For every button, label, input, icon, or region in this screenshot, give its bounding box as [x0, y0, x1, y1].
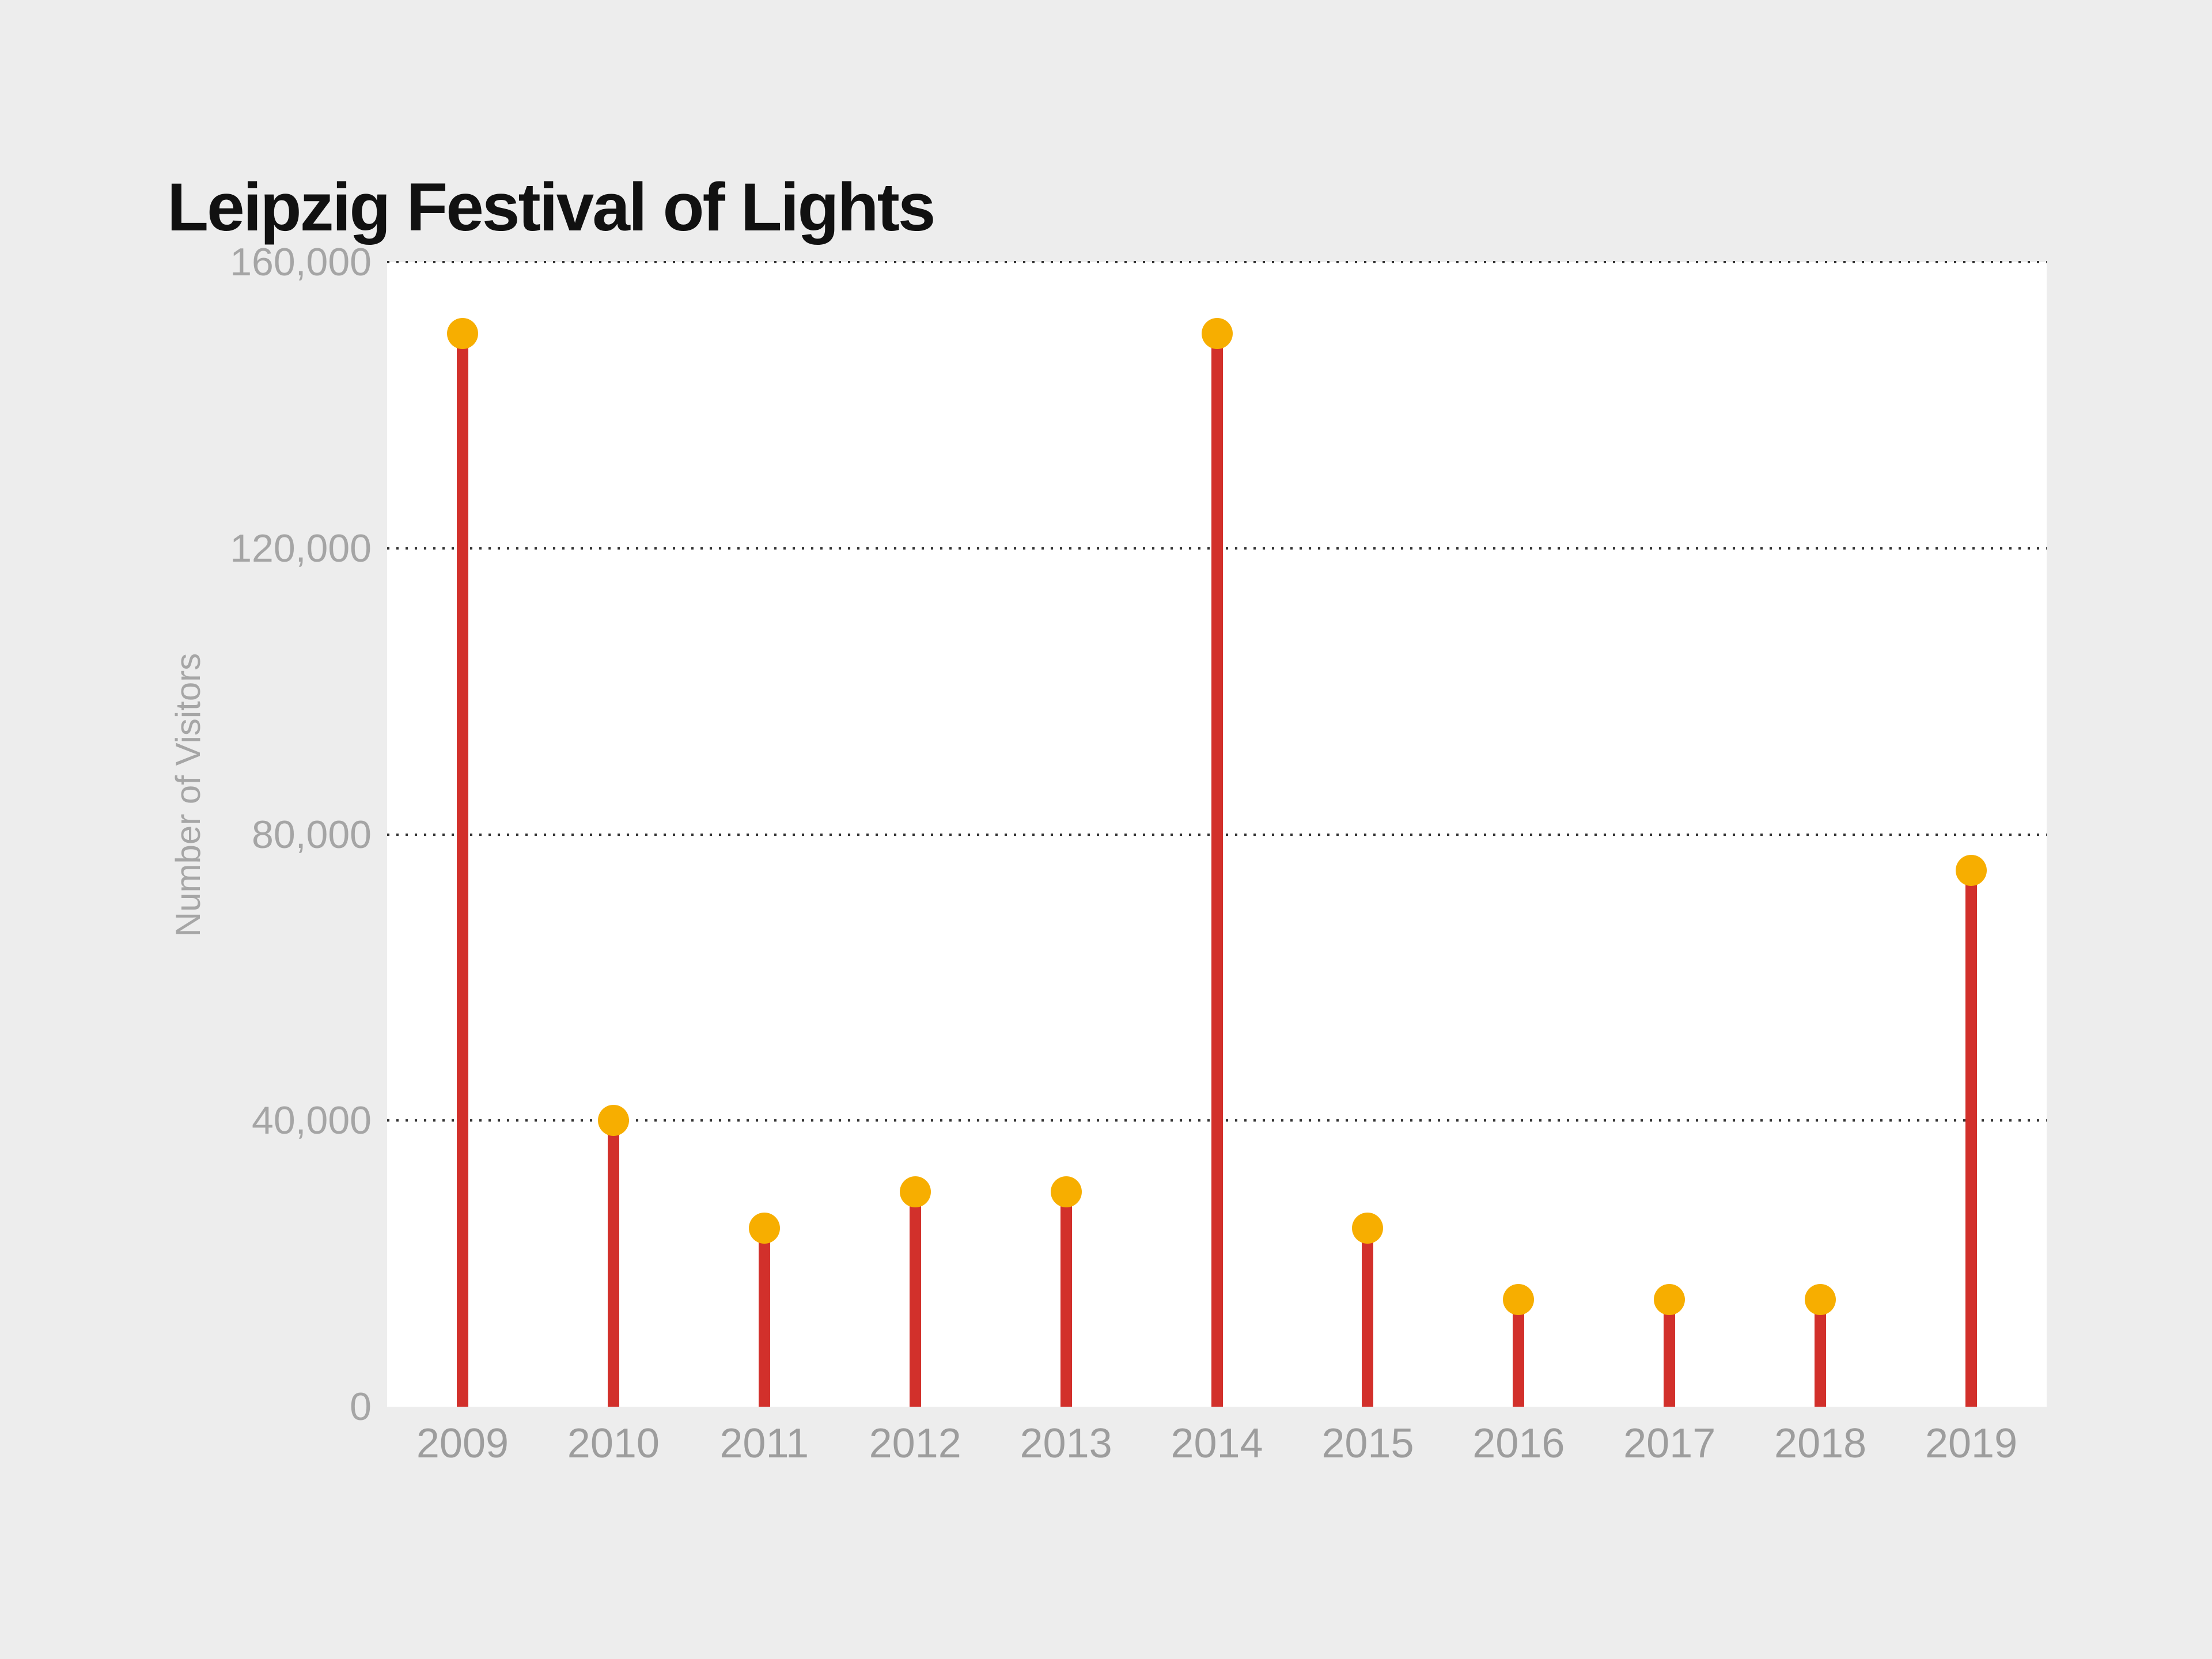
marker-dot-2010: [597, 1105, 629, 1137]
y-axis-title: Number of Visitors: [169, 653, 207, 937]
marker-dot-2015: [1352, 1212, 1384, 1244]
x-tick-label-2017: 2017: [1623, 1421, 1716, 1467]
gridline-160000: [387, 261, 2047, 263]
marker-dot-2019: [1956, 854, 1987, 886]
marker-dot-2018: [1805, 1283, 1836, 1315]
marker-dot-2011: [748, 1212, 780, 1244]
marker-dot-2013: [1050, 1176, 1082, 1208]
stem-2015: [1362, 1228, 1374, 1407]
x-tick-label-2010: 2010: [567, 1421, 660, 1467]
x-tick-label-2013: 2013: [1020, 1421, 1112, 1467]
stem-2017: [1664, 1299, 1676, 1407]
x-tick-label-2015: 2015: [1321, 1421, 1414, 1467]
y-tick-label-80000: 80,000: [252, 812, 372, 857]
x-tick-label-2009: 2009: [416, 1421, 509, 1467]
marker-dot-2016: [1503, 1283, 1535, 1315]
x-tick-label-2012: 2012: [869, 1421, 961, 1467]
stem-2018: [1815, 1299, 1827, 1407]
stem-2011: [758, 1228, 770, 1407]
stem-2009: [456, 334, 468, 1407]
y-tick-label-0: 0: [350, 1385, 372, 1429]
marker-dot-2017: [1654, 1283, 1685, 1315]
x-tick-label-2014: 2014: [1171, 1421, 1263, 1467]
y-tick-label-120000: 120,000: [230, 526, 372, 570]
chart-title: Leipzig Festival of Lights: [167, 169, 936, 246]
marker-dot-2009: [446, 318, 478, 350]
marker-dot-2012: [899, 1176, 931, 1208]
stem-2019: [1965, 870, 1978, 1407]
stem-2016: [1513, 1299, 1525, 1407]
x-tick-label-2018: 2018: [1774, 1421, 1867, 1467]
y-tick-label-40000: 40,000: [252, 1099, 372, 1143]
stem-2012: [909, 1192, 921, 1407]
marker-dot-2014: [1201, 318, 1233, 350]
x-tick-label-2011: 2011: [719, 1421, 809, 1467]
y-tick-label-160000: 160,000: [230, 240, 372, 284]
x-tick-label-2016: 2016: [1472, 1421, 1565, 1467]
stem-2014: [1211, 334, 1223, 1407]
stem-2013: [1060, 1192, 1072, 1407]
stem-2010: [607, 1120, 619, 1407]
x-tick-label-2019: 2019: [1925, 1421, 2018, 1467]
